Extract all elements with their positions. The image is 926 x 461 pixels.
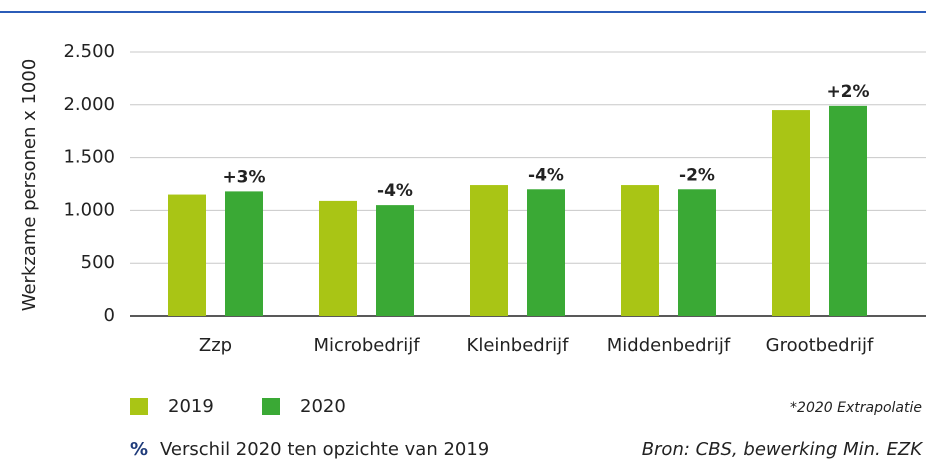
y-tick-label: 2.000 [63, 94, 115, 115]
bar [621, 185, 659, 316]
footnote: *2020 Extrapolatie [790, 400, 922, 416]
y-axis-label: Werkzame personen x 1000 [19, 59, 40, 312]
legend-symbol: % [130, 439, 148, 460]
x-tick-label: Microbedrijf [313, 335, 420, 356]
y-tick-label: 500 [81, 252, 115, 273]
bar [678, 189, 716, 316]
bar [470, 185, 508, 316]
legend-swatch [262, 398, 280, 415]
change-label: -4% [377, 181, 413, 201]
x-tick-label: Zzp [199, 335, 232, 356]
y-tick-label: 1.500 [63, 147, 115, 168]
bar [829, 105, 867, 316]
bar [527, 189, 565, 316]
bar [168, 194, 206, 316]
x-tick-label: Grootbedrijf [766, 335, 874, 356]
change-label: +2% [826, 82, 869, 102]
bar [376, 205, 414, 316]
change-label: -2% [679, 165, 715, 185]
x-tick-label: Middenbedrijf [607, 335, 731, 356]
change-label: -4% [528, 165, 564, 185]
source: Bron: CBS, bewerking Min. EZK [642, 439, 924, 460]
x-tick-label: Kleinbedrijf [467, 335, 570, 356]
bar [225, 191, 263, 316]
y-tick-label: 2.500 [63, 41, 115, 62]
change-label: +3% [222, 167, 265, 187]
bar [319, 200, 357, 316]
legend-note: Verschil 2020 ten opzichte van 2019 [160, 439, 489, 460]
y-tick-label: 0 [104, 305, 115, 326]
y-tick-label: 1.000 [63, 199, 115, 220]
legend-label: 2019 [168, 396, 214, 417]
legend-label: 2020 [300, 396, 346, 417]
bar [772, 110, 810, 316]
legend-swatch [130, 398, 148, 415]
